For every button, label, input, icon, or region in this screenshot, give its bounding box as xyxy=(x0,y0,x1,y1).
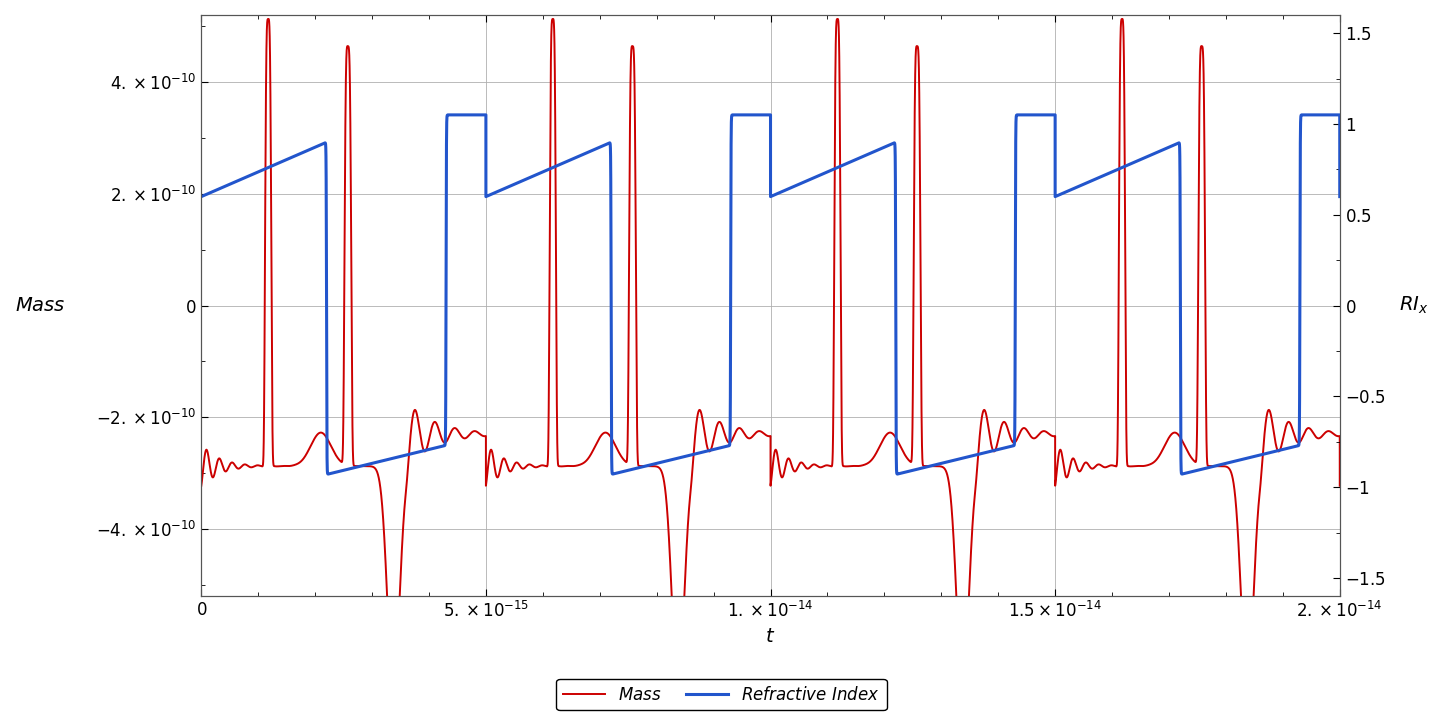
Mass xyxy=(192,481,209,490)
Y-axis label: $\mathit{RI}_x$: $\mathit{RI}_x$ xyxy=(1398,295,1429,317)
Legend: $\mathit{Mass}$, $\mathit{Refractive\ Index}$: $\mathit{Mass}$, $\mathit{Refractive\ In… xyxy=(557,679,886,711)
Refractive Index xyxy=(1330,192,1348,201)
Refractive Index xyxy=(1276,445,1293,454)
Refractive Index xyxy=(918,462,935,471)
Refractive Index xyxy=(219,181,237,189)
Mass xyxy=(1238,685,1255,694)
Refractive Index xyxy=(1224,457,1241,466)
Refractive Index xyxy=(1173,470,1190,478)
Line: Refractive Index: Refractive Index xyxy=(201,115,1339,474)
Mass xyxy=(260,15,277,23)
Refractive Index xyxy=(192,192,209,201)
Refractive Index xyxy=(444,110,462,119)
Y-axis label: $\mathit{Mass}$: $\mathit{Mass}$ xyxy=(14,296,66,315)
Mass xyxy=(332,457,349,465)
Mass xyxy=(1276,428,1293,436)
Mass xyxy=(1330,481,1348,490)
Mass xyxy=(918,462,935,470)
X-axis label: $t$: $t$ xyxy=(765,627,776,645)
Mass xyxy=(792,458,810,467)
Mass xyxy=(1224,474,1241,483)
Refractive Index xyxy=(332,467,349,476)
Mass xyxy=(219,465,237,474)
Line: Mass: Mass xyxy=(201,19,1339,690)
Refractive Index xyxy=(792,179,810,188)
